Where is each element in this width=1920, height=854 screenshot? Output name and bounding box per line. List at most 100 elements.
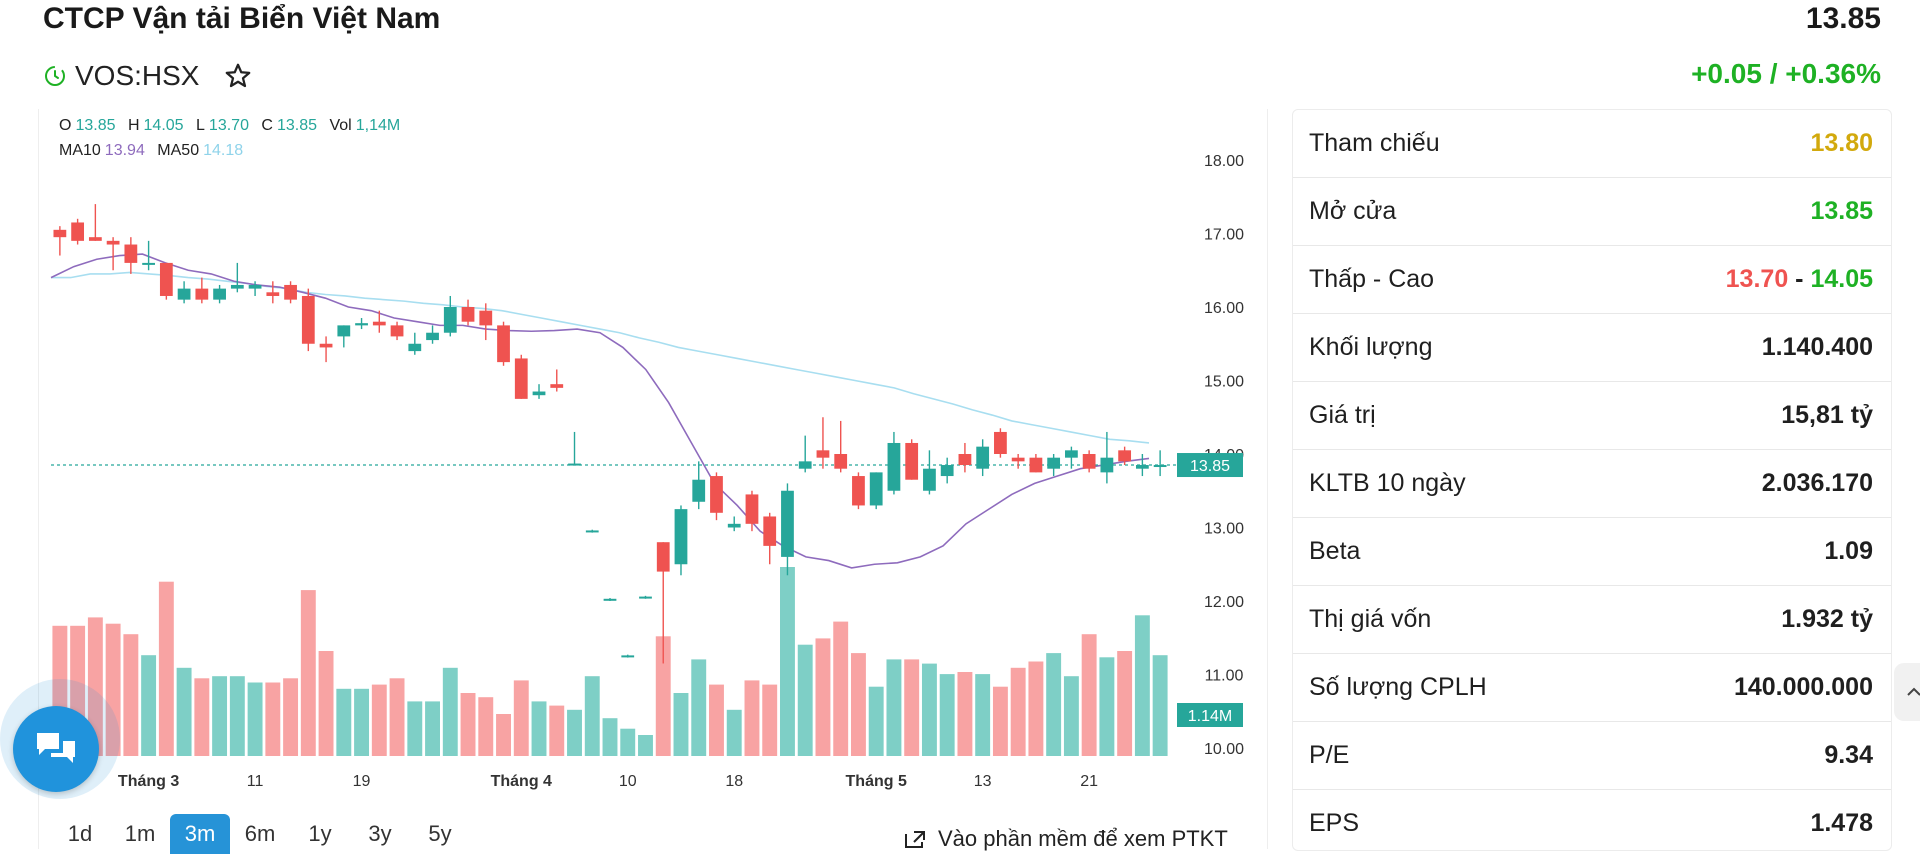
candle-body (798, 461, 812, 469)
volume-bar (531, 701, 547, 756)
volume-bar (1099, 657, 1115, 756)
volume-bar (904, 659, 920, 756)
timeframe-6m[interactable]: 6m (244, 821, 276, 846)
volume-bar (1028, 661, 1044, 756)
chevron-up-icon (1907, 687, 1920, 696)
candle-body (177, 288, 191, 300)
stat-row: P/E 9.34 (1293, 722, 1891, 790)
volume-bar (549, 705, 565, 756)
volume-bar (655, 636, 671, 756)
volume-bar (407, 701, 423, 756)
stat-value: 9.34 (1824, 741, 1873, 769)
ticker-symbol: VOS:HSX (75, 60, 200, 91)
star-icon[interactable] (223, 61, 253, 91)
volume-bar (975, 674, 991, 756)
candle-body (443, 307, 457, 333)
stat-row: Beta 1.09 (1293, 518, 1891, 586)
candle-body (869, 472, 883, 506)
candle-body (727, 523, 741, 528)
volume-bar (141, 655, 157, 756)
stat-label: KLTB 10 ngày (1309, 469, 1466, 497)
candle-body (763, 516, 777, 546)
high-label: H (127, 117, 140, 134)
chat-button[interactable] (13, 706, 99, 792)
volume-bar (1046, 653, 1062, 756)
volume-bar (1134, 615, 1150, 756)
x-axis-label: 19 (353, 773, 371, 790)
stat-value: 140.000.000 (1733, 673, 1873, 701)
last-price-tag (1177, 453, 1243, 478)
timeframe-1d[interactable]: 1d (67, 821, 93, 846)
stat-value: 13.70 - 14.05 (1726, 265, 1873, 294)
last-volume-tag-text: 1.14M (1188, 708, 1232, 725)
stat-value: 1.140.400 (1761, 333, 1873, 361)
volume-bar (212, 676, 228, 756)
volume-bar (265, 682, 281, 756)
candle-body (745, 494, 759, 524)
timeframe-1y[interactable]: 1y (308, 821, 332, 846)
candle-body (887, 442, 901, 491)
volume-bar (496, 714, 511, 756)
volume-bar (300, 590, 316, 756)
side-collapse-button[interactable] (1894, 663, 1920, 721)
stat-label: Số lượng CPLH (1309, 673, 1487, 701)
timeframe-3y[interactable]: 3y (368, 821, 392, 846)
ticker-row: VOS:HSX (43, 56, 253, 96)
volume-bar (283, 678, 299, 756)
candle-body (1100, 457, 1114, 473)
candle-body (355, 323, 368, 326)
volume-bar (371, 684, 387, 756)
ma50-label: MA50 (157, 142, 200, 159)
volume-bar (389, 678, 405, 756)
volume-bar (709, 684, 724, 756)
volume-bar (602, 718, 618, 756)
candle-body (674, 509, 688, 565)
high-value: 14.05 (143, 117, 184, 134)
candle-body (1135, 465, 1149, 469)
candle-body (1153, 465, 1167, 468)
timeframe-5y[interactable]: 5y (428, 821, 452, 846)
stat-value: 13.85 (1810, 197, 1873, 225)
candle-body (603, 598, 617, 601)
volume-bar (425, 701, 440, 756)
volume-bar (513, 680, 529, 756)
volume-bar (815, 638, 831, 756)
volume-bar (584, 676, 600, 756)
timeframe-3m[interactable]: 3m (170, 814, 230, 854)
candle-body (408, 343, 422, 352)
price-axis-label: 15.00 (1204, 374, 1244, 391)
chart-panel[interactable]: 18.0017.0016.0015.0014.0013.0012.0011.00… (38, 109, 1268, 849)
volume-bar (158, 581, 174, 756)
open-label: O (59, 117, 72, 134)
candle-body (532, 391, 546, 396)
volume-bar (1010, 667, 1026, 756)
ma10-value: 13.94 (104, 142, 145, 159)
volume-bar (939, 674, 955, 756)
candle-body (692, 479, 706, 502)
timeframe-bar: 1d 1m 3m 6m 1y 3y 5y (50, 814, 470, 854)
chat-icon (37, 733, 75, 763)
candle-body (1065, 450, 1078, 458)
candle-body (585, 530, 599, 533)
x-axis-label: 21 (1080, 773, 1098, 790)
candle-body (1047, 457, 1061, 469)
candle-body (461, 307, 475, 322)
candle-body (372, 321, 386, 326)
candle-body (958, 454, 972, 466)
volume-bar (957, 672, 973, 756)
candle-body (550, 384, 564, 388)
candle-body (1029, 457, 1043, 473)
candle-body (479, 310, 493, 326)
open-ta-software-link[interactable]: Vào phần mềm để xem PTKT (902, 826, 1228, 852)
ma50-value: 14.18 (203, 142, 244, 159)
ma10-label: MA10 (59, 142, 101, 159)
x-axis-label: Tháng 5 (846, 773, 907, 790)
volume-bar (442, 667, 458, 756)
chat-widget[interactable] (0, 679, 140, 819)
stat-label: Tham chiếu (1309, 129, 1440, 157)
price-axis-label: 17.00 (1204, 227, 1244, 244)
timeframe-1m[interactable]: 1m (124, 821, 156, 846)
volume-bar (123, 634, 139, 756)
candlestick-chart[interactable]: 18.0017.0016.0015.0014.0013.0012.0011.00… (39, 109, 1267, 809)
volume-bar (194, 678, 210, 756)
